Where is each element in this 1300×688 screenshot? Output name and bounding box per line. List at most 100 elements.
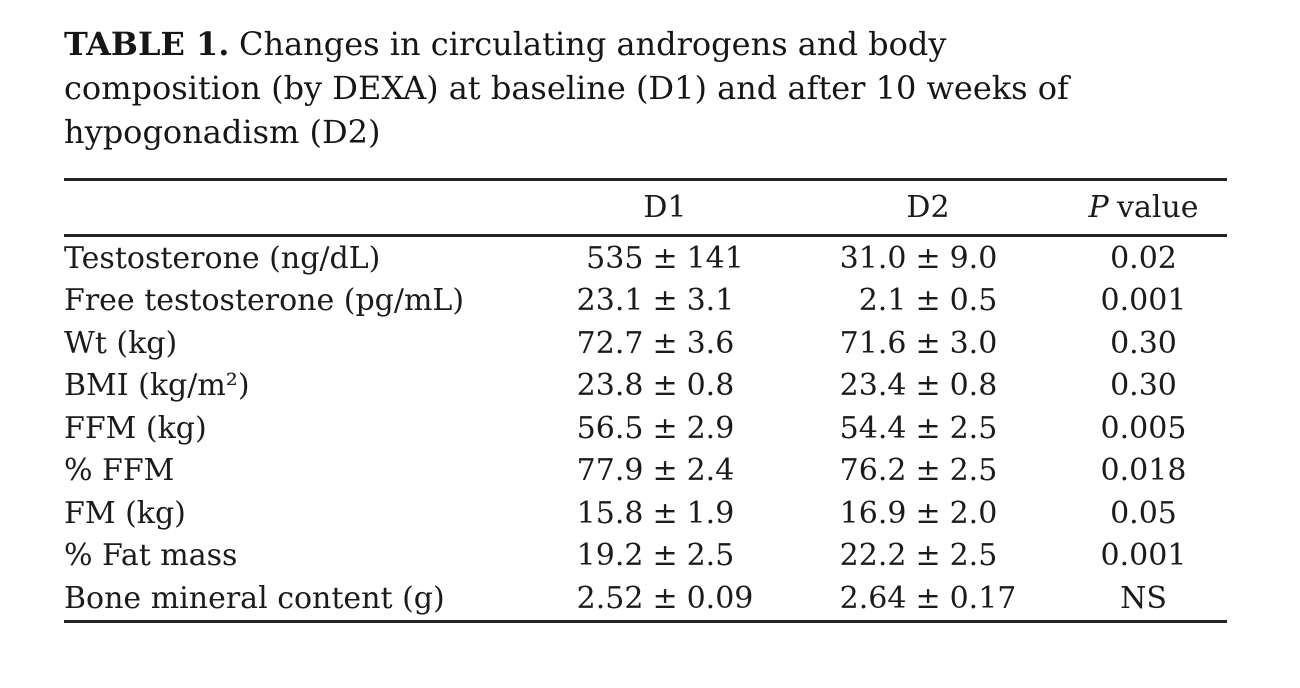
- d1-mean: 2.52: [576, 580, 644, 616]
- pvalue-header-rest: value: [1117, 190, 1199, 225]
- p-value-cell: 0.001: [1100, 283, 1187, 319]
- plus-minus-symbol: ±: [915, 283, 941, 319]
- d2-sd: 3.0: [949, 325, 998, 361]
- d2-sd: 2.5: [949, 538, 998, 574]
- plus-minus-symbol: ±: [915, 325, 941, 361]
- plus-minus-symbol: ±: [652, 453, 678, 489]
- row-label: FFM (kg): [64, 410, 207, 446]
- row-label: Testosterone (ng/dL): [64, 240, 381, 276]
- plus-minus-symbol: ±: [915, 495, 941, 531]
- d2-sd: 0.17: [949, 580, 1017, 616]
- row-label: Wt (kg): [64, 325, 178, 361]
- p-value-cell: 0.30: [1110, 325, 1177, 361]
- d2-value-cell: 76.2 ±2.5: [796, 453, 1060, 488]
- table-row: % FFM 77.9 ±2.4 76.2 ±2.5 0.018: [64, 450, 1227, 493]
- table-bottom-rule: [64, 619, 1227, 623]
- row-label: % FFM: [64, 453, 175, 489]
- p-value-cell: 0.018: [1100, 453, 1187, 489]
- d2-sd: 2.0: [949, 495, 998, 531]
- plus-minus-symbol: ±: [652, 410, 678, 446]
- d1-mean: 23.8: [576, 368, 644, 404]
- d1-sd: 0.8: [686, 368, 735, 404]
- caption-line-2: composition (by DEXA) at baseline (D1) a…: [64, 69, 1069, 107]
- p-value-cell: 0.005: [1100, 410, 1187, 446]
- d2-mean: 31.0: [839, 240, 907, 276]
- d1-value-cell: 2.52 ±0.09: [534, 581, 796, 616]
- d2-value-cell: 2.1 ±0.5: [796, 283, 1060, 318]
- d1-value-cell: 19.2 ±2.5: [534, 538, 796, 573]
- table-row: BMI (kg/m²) 23.8 ±0.8 23.4 ±0.8 0.30: [64, 365, 1227, 408]
- d1-sd: 3.6: [686, 325, 735, 361]
- d2-mean: 76.2: [839, 453, 907, 489]
- column-header-d2: D2: [906, 190, 950, 225]
- d1-sd: 2.5: [686, 538, 735, 574]
- d1-mean: 72.7: [576, 325, 644, 361]
- table-row: % Fat mass 19.2 ±2.5 22.2 ±2.5 0.001: [64, 535, 1227, 578]
- pvalue-header-p: P: [1088, 190, 1109, 225]
- d2-value-cell: 23.4 ±0.8: [796, 368, 1060, 403]
- d1-mean: 15.8: [576, 495, 644, 531]
- plus-minus-symbol: ±: [652, 538, 678, 574]
- d2-mean: 16.9: [839, 495, 907, 531]
- caption-text-1: Changes in circulating androgens and bod…: [238, 25, 947, 63]
- row-label: Free testosterone (pg/mL): [64, 283, 465, 319]
- plus-minus-symbol: ±: [652, 240, 678, 276]
- column-header-d1: D1: [643, 190, 687, 225]
- d2-mean: 2.64: [839, 580, 907, 616]
- d1-mean: 19.2: [576, 538, 644, 574]
- plus-minus-symbol: ±: [915, 240, 941, 276]
- d1-value-cell: 72.7 ±3.6: [534, 326, 796, 361]
- d2-sd: 0.8: [949, 368, 998, 404]
- table-mid-rule: [64, 234, 1227, 237]
- row-label: % Fat mass: [64, 538, 238, 574]
- d1-sd: 141: [686, 240, 744, 276]
- table-row: FM (kg) 15.8 ±1.9 16.9 ±2.0 0.05: [64, 492, 1227, 535]
- d2-value-cell: 2.64 ±0.17: [796, 581, 1060, 616]
- p-value-cell: 0.30: [1110, 368, 1177, 404]
- d1-value-cell: 23.8 ±0.8: [534, 368, 796, 403]
- d1-value-cell: 23.1 ±3.1: [534, 283, 796, 318]
- d2-mean: 71.6: [839, 325, 907, 361]
- d1-sd: 3.1: [686, 283, 735, 319]
- plus-minus-symbol: ±: [915, 580, 941, 616]
- table-row: Bone mineral content (g) 2.52 ±0.09 2.64 ±…: [64, 577, 1227, 620]
- table-body: Testosterone (ng/dL) 535 ±141 31.0 ±9.0 0.…: [64, 237, 1227, 620]
- d1-mean: 535: [586, 240, 644, 276]
- plus-minus-symbol: ±: [915, 453, 941, 489]
- p-value-cell: NS: [1120, 580, 1167, 616]
- caption-line-3: hypogonadism (D2): [64, 113, 381, 151]
- d2-value-cell: 16.9 ±2.0: [796, 496, 1060, 531]
- p-value-cell: 0.05: [1110, 495, 1177, 531]
- d2-sd: 9.0: [949, 240, 998, 276]
- d1-mean: 23.1: [576, 283, 644, 319]
- d1-sd: 0.09: [686, 580, 754, 616]
- d1-value-cell: 15.8 ±1.9: [534, 496, 796, 531]
- d1-value-cell: 535 ±141: [534, 241, 796, 276]
- d2-sd: 2.5: [949, 453, 998, 489]
- d2-mean: 54.4: [839, 410, 907, 446]
- plus-minus-symbol: ±: [652, 580, 678, 616]
- table-row: FFM (kg) 56.5 ±2.9 54.4 ±2.5 0.005: [64, 407, 1227, 450]
- plus-minus-symbol: ±: [915, 368, 941, 404]
- plus-minus-symbol: ±: [915, 410, 941, 446]
- d1-mean: 77.9: [576, 453, 644, 489]
- d2-mean: 23.4: [839, 368, 907, 404]
- d1-value-cell: 77.9 ±2.4: [534, 453, 796, 488]
- table-caption: TABLE 1. Changes in circulating androgens…: [64, 22, 1234, 154]
- table-row: Testosterone (ng/dL) 535 ±141 31.0 ±9.0 0.…: [64, 237, 1227, 280]
- table-row: Wt (kg) 72.7 ±3.6 71.6 ±3.0 0.30: [64, 322, 1227, 365]
- d1-mean: 56.5: [576, 410, 644, 446]
- row-label: BMI (kg/m²): [64, 368, 250, 404]
- d1-sd: 2.9: [686, 410, 735, 446]
- d1-sd: 2.4: [686, 453, 735, 489]
- caption-table-number: TABLE 1.: [64, 25, 230, 63]
- plus-minus-symbol: ±: [652, 283, 678, 319]
- row-label: FM (kg): [64, 495, 186, 531]
- row-label: Bone mineral content (g): [64, 580, 445, 616]
- table-row: Free testosterone (pg/mL) 23.1 ±3.1 2.1 ±0…: [64, 280, 1227, 323]
- d2-mean: 22.2: [839, 538, 907, 574]
